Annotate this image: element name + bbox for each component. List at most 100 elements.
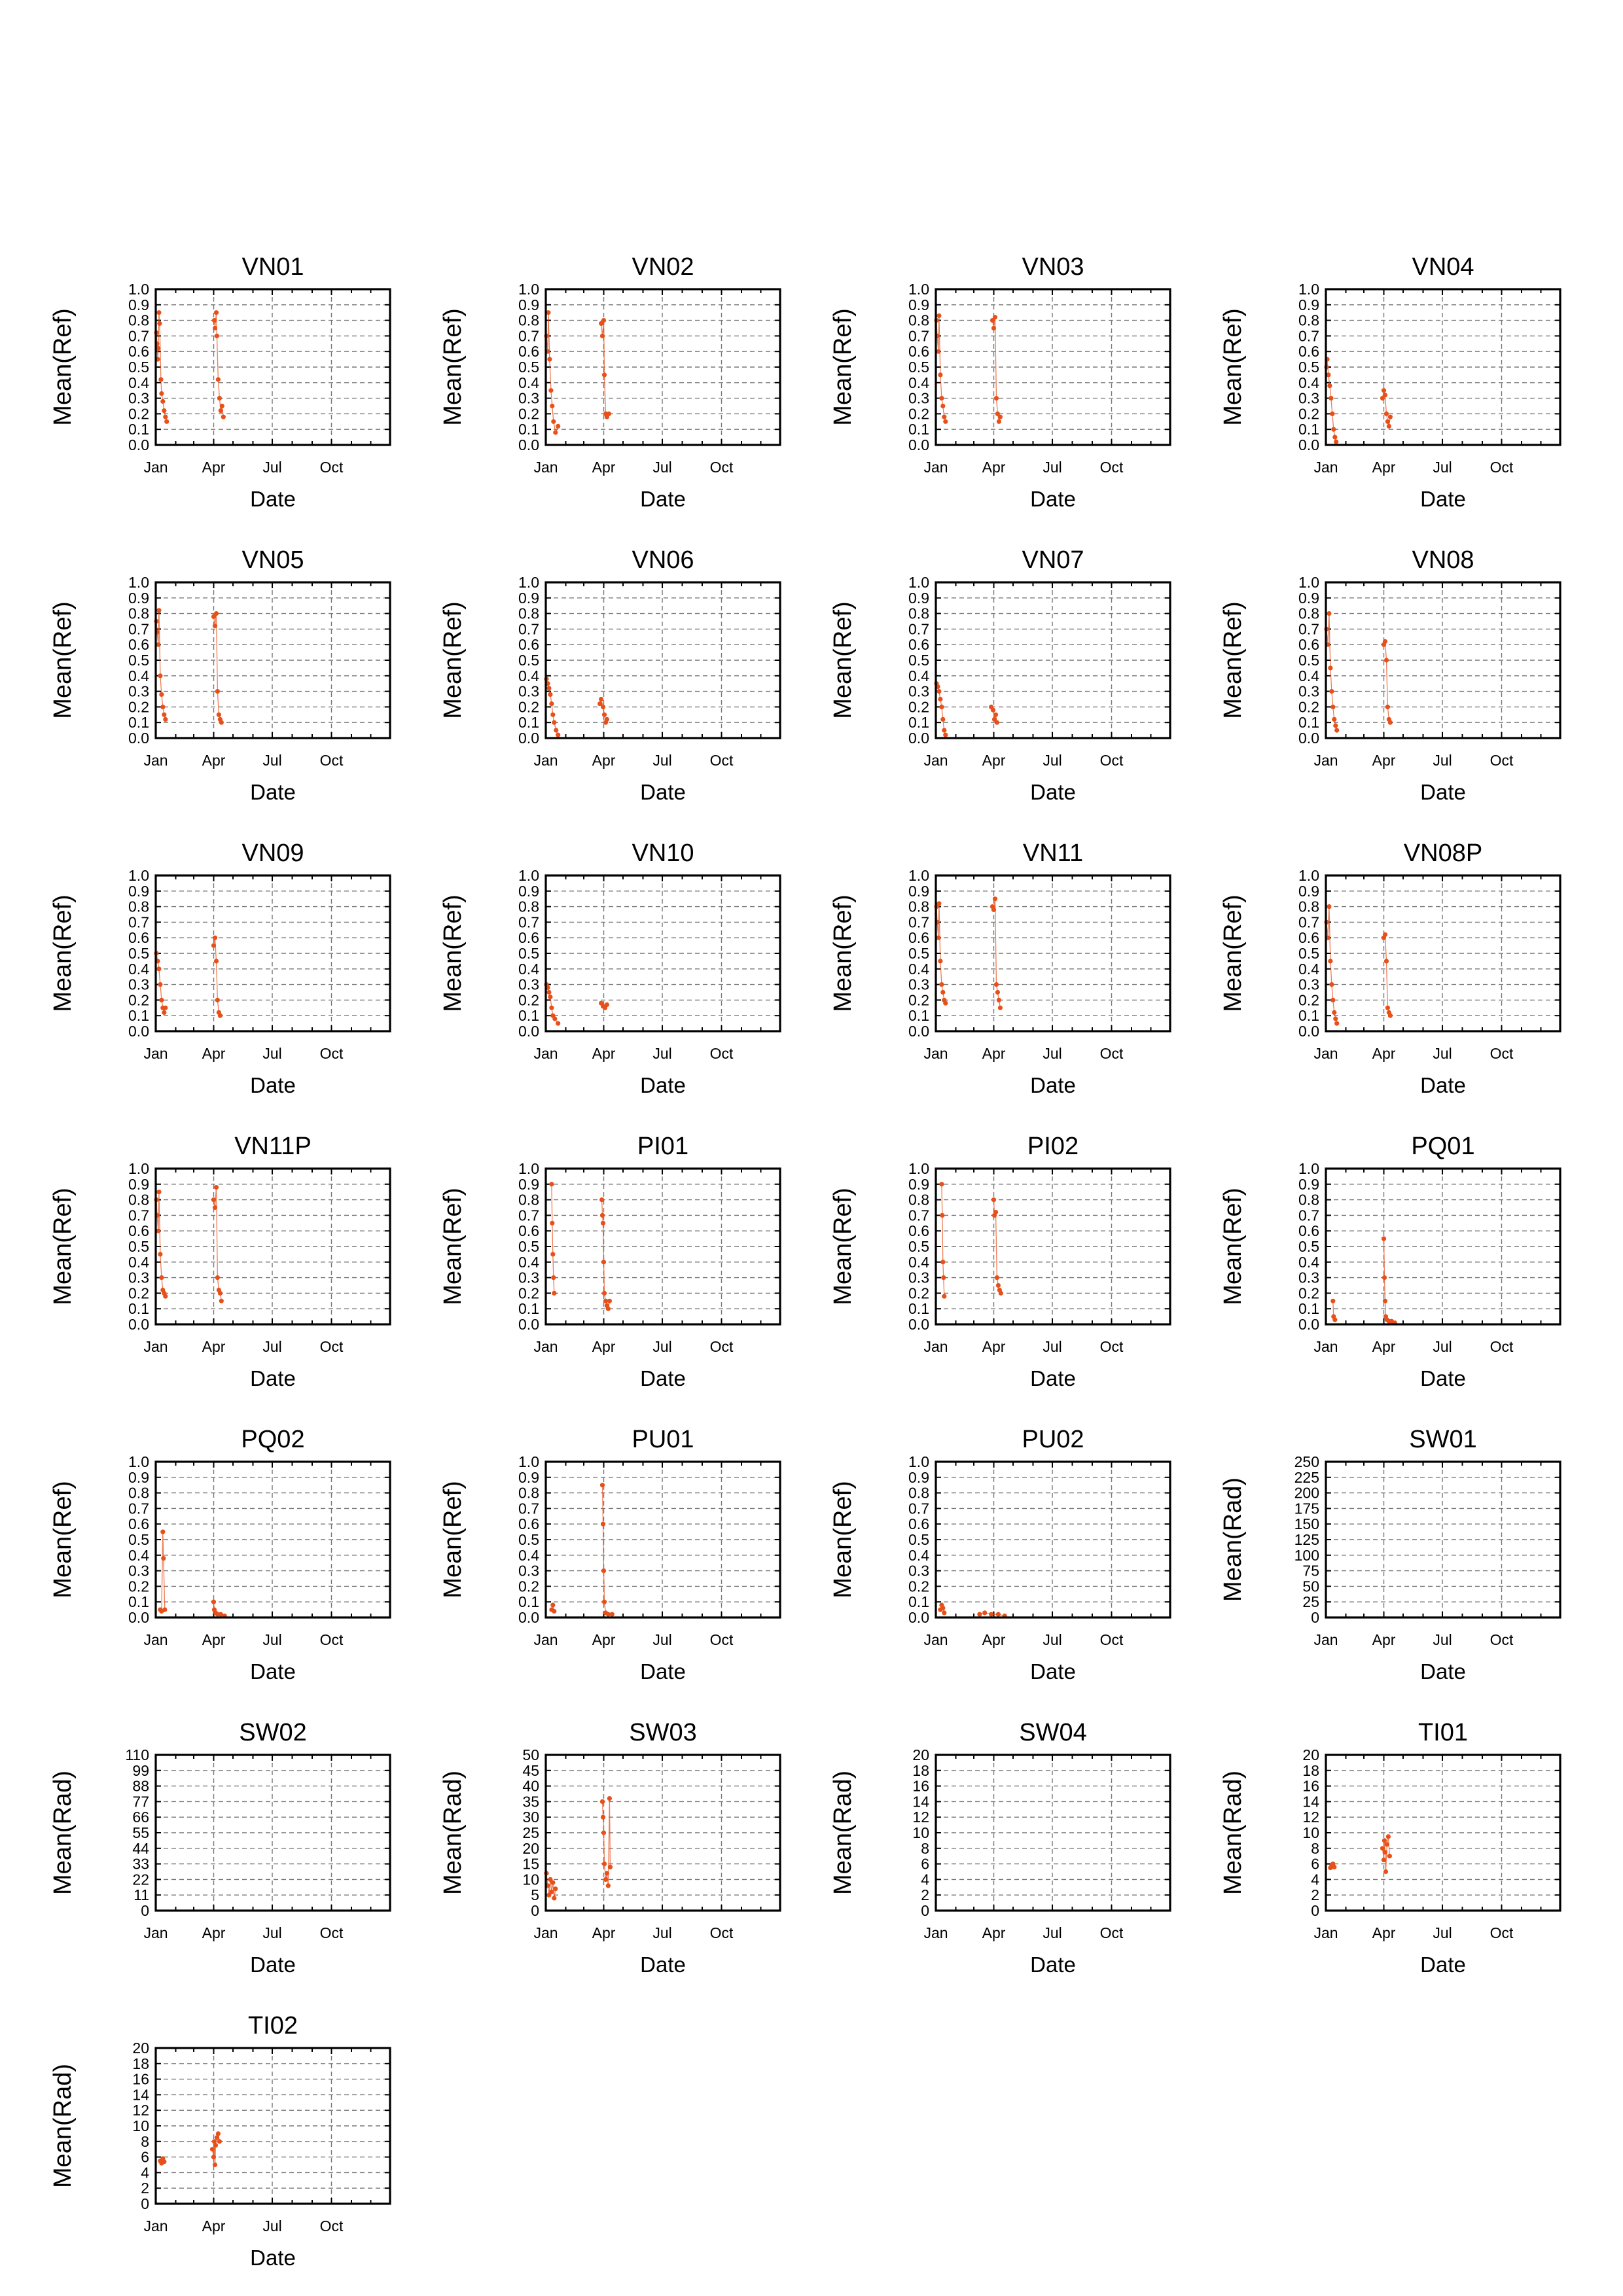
data-point: [939, 1182, 944, 1187]
plot-frame: [544, 1167, 781, 1326]
data-point: [995, 989, 1000, 995]
y-tick-label: 0.9: [128, 1176, 149, 1193]
data-point: [938, 372, 943, 378]
x-tick-label: Jan: [923, 459, 948, 476]
y-tick-label: 0.9: [128, 883, 149, 900]
y-tick-label: 12: [132, 2102, 149, 2119]
y-tick-label: 0.7: [1298, 327, 1319, 344]
data-point: [213, 959, 219, 964]
y-tick-label: 16: [912, 1778, 929, 1795]
y-tick-label: 0.7: [518, 620, 539, 637]
data-point: [156, 642, 161, 647]
y-tick-label: 0.5: [128, 1238, 149, 1255]
y-tick-label: 0.0: [1298, 1023, 1319, 1040]
data-point: [600, 1220, 606, 1226]
data-point: [215, 689, 220, 694]
data-point: [1383, 411, 1389, 417]
data-point: [1381, 1236, 1387, 1241]
y-axis-label: Mean(Rad): [1219, 1771, 1247, 1895]
subplot-title: TI02: [248, 2012, 298, 2040]
x-tick-label: Apr: [202, 1924, 226, 1941]
y-tick-label: 0.2: [128, 1284, 149, 1301]
x-tick-label: Jan: [533, 752, 558, 769]
y-tick-label: 0.0: [1298, 730, 1319, 747]
x-axis-label: Date: [1420, 1659, 1466, 1684]
x-tick-label: Jul: [652, 1045, 671, 1062]
x-tick-label: Oct: [320, 459, 344, 476]
plot-frame: [935, 1460, 1171, 1619]
data-point: [1327, 383, 1332, 389]
x-tick-label: Apr: [202, 459, 226, 476]
data-point: [603, 1877, 609, 1882]
y-tick-label: 0.5: [128, 945, 149, 962]
x-tick-label: Oct: [1100, 1045, 1124, 1062]
plot-frame: [154, 581, 391, 739]
data-point: [993, 712, 999, 717]
x-tick-label: Jan: [143, 2217, 168, 2234]
y-tick-label: 0.5: [908, 1238, 929, 1255]
y-tick-label: 0.8: [128, 898, 149, 915]
y-tick-label: 1.0: [128, 867, 149, 884]
y-tick-label: 1.0: [908, 1453, 929, 1470]
plot-frame: [544, 874, 781, 1033]
y-tick-label: 0.3: [518, 1269, 539, 1286]
y-tick-label: 0.0: [1298, 436, 1319, 453]
y-tick-label: 250: [1294, 1453, 1319, 1470]
y-tick-label: 0.5: [1298, 945, 1319, 962]
data-point: [997, 1005, 1003, 1010]
x-tick-label: Jul: [652, 1924, 671, 1941]
data-point: [211, 614, 217, 620]
data-point: [157, 321, 162, 326]
plot-frame: [544, 1754, 781, 1912]
y-tick-label: 88: [132, 1778, 149, 1795]
y-tick-label: 0.4: [128, 374, 149, 391]
x-tick-label: Jan: [923, 1924, 948, 1941]
y-tick-label: 0: [531, 1902, 539, 1919]
plot-frame: [154, 288, 391, 446]
y-tick-label: 1.0: [518, 281, 539, 298]
data-point: [600, 1521, 606, 1527]
subplot-title: VN11: [1023, 839, 1083, 867]
data-point: [607, 1796, 613, 1801]
data-point: [601, 1862, 607, 1867]
y-tick-label: 0.2: [128, 405, 149, 422]
data-point: [546, 310, 551, 315]
y-tick-label: 0.8: [518, 898, 539, 915]
data-point: [599, 1212, 605, 1218]
subplot-vn04: 0.00.10.20.30.40.50.60.70.80.91.0 Jan Apr J…: [1219, 253, 1561, 511]
plot-frame: [935, 581, 1171, 739]
y-tick-label: 0.4: [908, 1547, 929, 1564]
y-tick-label: 6: [141, 2149, 149, 2166]
data-point: [553, 430, 558, 435]
x-tick-label: Oct: [320, 1631, 344, 1648]
subplot-title: VN08: [1412, 546, 1474, 574]
y-tick-label: 25: [1302, 1593, 1319, 1610]
y-tick-label: 200: [1294, 1485, 1319, 1502]
series-line: [156, 1192, 166, 1297]
y-tick-label: 6: [921, 1856, 929, 1873]
y-tick-label: 0.7: [518, 1500, 539, 1517]
y-tick-label: 0.3: [128, 976, 149, 993]
data-point: [995, 411, 1000, 417]
data-point: [600, 704, 606, 709]
data-point: [936, 935, 941, 940]
x-axis-label: Date: [1030, 487, 1076, 511]
y-tick-label: 0.1: [128, 421, 149, 438]
y-tick-label: 0.9: [1298, 883, 1319, 900]
data-point: [1382, 1275, 1387, 1280]
y-tick-label: 0: [921, 1902, 929, 1919]
data-point: [599, 1483, 605, 1488]
subplot-vn11: 0.00.10.20.30.40.50.60.70.80.91.0 Jan Apr J…: [829, 839, 1171, 1097]
y-tick-label: 0: [1311, 1609, 1319, 1626]
subplot-title: SW04: [1019, 1719, 1086, 1746]
series-line: [1383, 934, 1391, 1016]
y-axis-label: Mean(Rad): [439, 1771, 467, 1895]
data-point: [1382, 1838, 1387, 1843]
y-tick-label: 0.1: [518, 1593, 539, 1610]
subplot-title: PU01: [632, 1426, 694, 1453]
data-point: [1382, 393, 1388, 398]
x-tick-label: Apr: [1372, 752, 1396, 769]
x-tick-label: Oct: [1490, 1924, 1514, 1941]
data-point: [156, 345, 161, 351]
